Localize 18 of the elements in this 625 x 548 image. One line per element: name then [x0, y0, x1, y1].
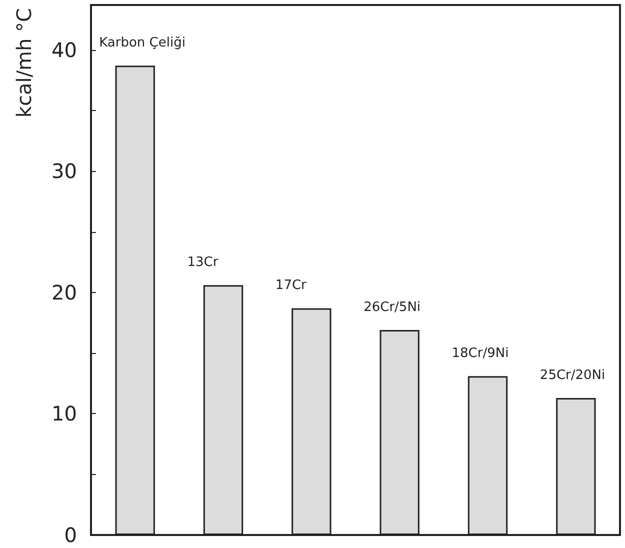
- y-axis-title: kcal/mh °C: [12, 8, 36, 118]
- y-tick-label: 40: [52, 38, 77, 62]
- y-tick-label: 10: [52, 402, 77, 426]
- y-tick-label: 20: [52, 280, 77, 304]
- y-tick-label: 30: [52, 159, 77, 184]
- x-tick-label: 17Cr: [275, 278, 308, 294]
- x-tick-label: 18Cr/9Ni: [452, 346, 509, 362]
- bar: [556, 398, 596, 535]
- x-tick-label: 25Cr/20Ni: [540, 368, 606, 383]
- bar: [292, 308, 332, 535]
- x-tick-label: 26Cr/5Ni: [364, 300, 421, 316]
- bar: [380, 330, 420, 535]
- bar: [468, 376, 508, 535]
- x-tick-label: Karbon Çeliği: [99, 36, 186, 51]
- bar: [115, 66, 155, 535]
- x-tick-label: 13Cr: [187, 255, 219, 270]
- y-tick-label: 0: [64, 523, 77, 547]
- bar: [203, 285, 244, 535]
